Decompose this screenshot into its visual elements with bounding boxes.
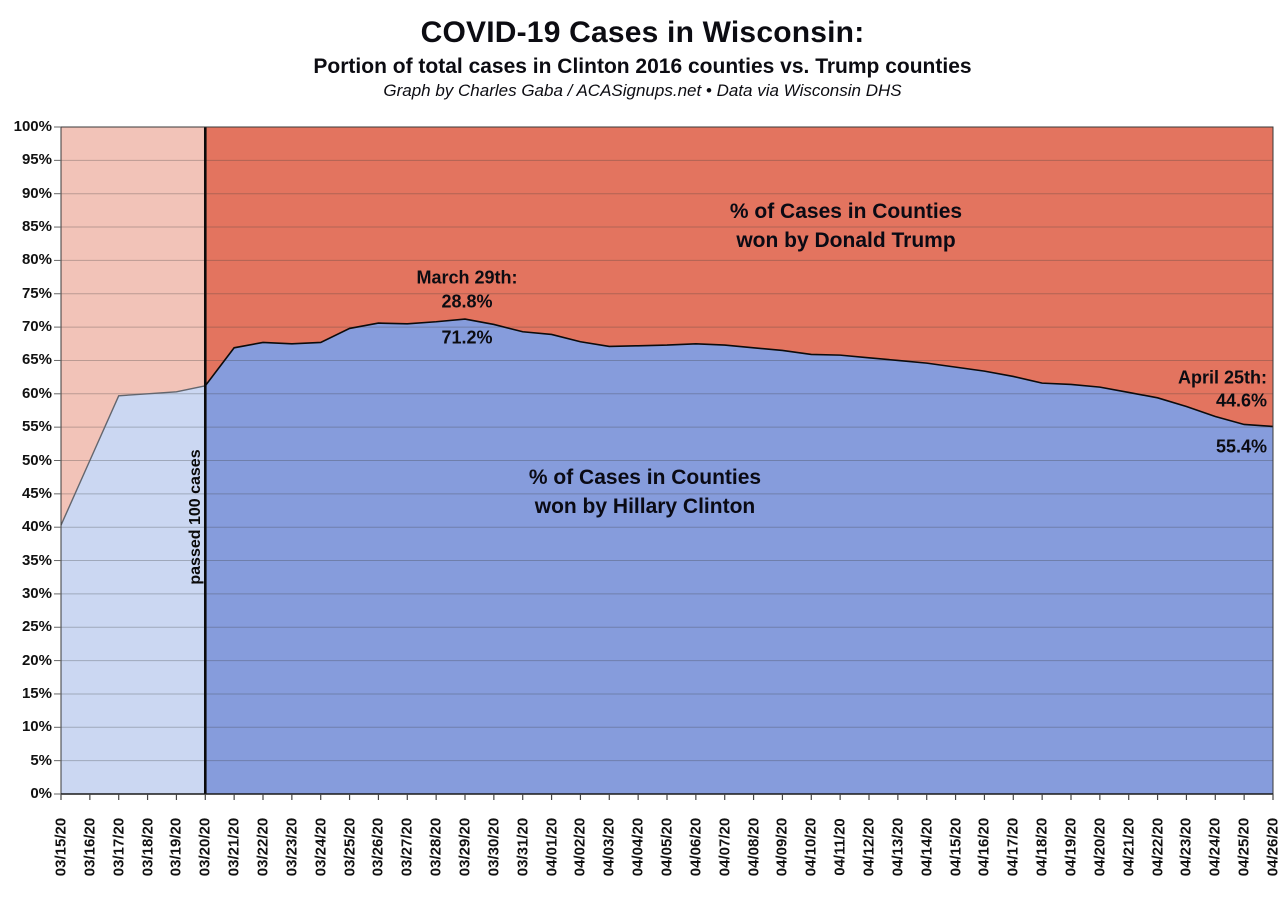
- x-tick-label: 04/02/20: [571, 817, 589, 877]
- x-tick-label: 04/25/20: [1235, 817, 1253, 877]
- trump-area-label: % of Cases in Counties won by Donald Tru…: [730, 197, 962, 255]
- x-tick-label: 03/17/20: [110, 817, 128, 877]
- x-tick-label: 03/25/20: [341, 817, 359, 877]
- y-tick-label: 80%: [21, 251, 52, 269]
- x-tick-label: 04/03/20: [600, 817, 618, 877]
- clinton-area-faded: [61, 385, 206, 794]
- x-tick-label: 03/26/20: [369, 817, 387, 877]
- x-tick-label: 04/14/20: [918, 817, 936, 877]
- x-tick-label: 04/13/20: [889, 817, 907, 877]
- y-tick-label: 0%: [30, 785, 52, 802]
- y-tick-label: 30%: [21, 584, 52, 602]
- x-tick-label: 04/01/20: [543, 817, 561, 877]
- y-tick-label: 75%: [21, 284, 52, 302]
- x-tick-label: 04/26/20: [1264, 817, 1282, 877]
- x-tick-label: 03/18/20: [139, 817, 157, 877]
- x-tick-label: 04/16/20: [975, 817, 993, 877]
- x-tick-label: 04/06/20: [687, 817, 705, 877]
- y-tick-label: 90%: [21, 184, 52, 202]
- y-tick-label: 35%: [21, 551, 52, 569]
- y-tick-label: 20%: [21, 651, 52, 669]
- x-tick-label: 04/21/20: [1120, 817, 1138, 877]
- x-tick-label: 04/05/20: [658, 817, 676, 877]
- y-tick-label: 50%: [21, 451, 52, 469]
- x-tick-label: 04/19/20: [1062, 817, 1080, 877]
- x-tick-label: 03/24/20: [312, 817, 330, 877]
- x-tick-label: 03/28/20: [427, 817, 445, 877]
- annotation-march29-clinton-value: 71.2%: [441, 327, 493, 348]
- y-tick-label: 100%: [13, 118, 52, 135]
- clinton-area-label-line2: won by Hillary Clinton: [534, 495, 756, 518]
- x-tick-label: 03/16/20: [81, 817, 99, 877]
- annotation-april25-trump-value: 44.6%: [1215, 390, 1267, 411]
- x-tick-label: 04/15/20: [947, 817, 965, 877]
- threshold-label: passed 100 cases: [187, 449, 204, 585]
- x-tick-label: 03/22/20: [254, 817, 272, 877]
- page-subtitle: Portion of total cases in Clinton 2016 c…: [313, 55, 972, 78]
- x-tick-label: 03/20/20: [196, 817, 214, 877]
- x-tick-label: 03/23/20: [283, 817, 301, 877]
- x-tick-label: 03/19/20: [167, 817, 185, 877]
- trump-area-label-line1: % of Cases in Counties: [729, 200, 963, 223]
- y-tick-label: 45%: [21, 484, 52, 502]
- x-tick-label: 04/04/20: [629, 817, 647, 877]
- x-tick-label: 03/27/20: [398, 817, 416, 877]
- y-tick-label: 95%: [21, 151, 52, 169]
- y-tick-label: 10%: [21, 718, 52, 736]
- y-tick-label: 55%: [21, 418, 52, 436]
- clinton-area: [205, 319, 1273, 794]
- y-tick-label: 65%: [21, 351, 52, 369]
- y-tick-label: 60%: [21, 384, 52, 402]
- x-tick-label: 04/08/20: [745, 817, 763, 877]
- y-tick-label: 85%: [21, 218, 52, 236]
- x-tick-label: 03/30/20: [485, 817, 503, 877]
- credit-line: Graph by Charles Gaba / ACASignups.net •…: [383, 81, 902, 100]
- trump-area: [205, 127, 1273, 427]
- x-tick-label: 04/18/20: [1033, 817, 1051, 877]
- y-tick-label: 15%: [21, 684, 52, 702]
- x-tick-label: 04/24/20: [1206, 817, 1224, 877]
- series-line: [204, 318, 1274, 428]
- x-tick-label: 03/29/20: [456, 817, 474, 877]
- y-tick-label: 5%: [30, 751, 52, 769]
- x-tick-label: 04/22/20: [1149, 817, 1167, 877]
- x-tick-label: 04/12/20: [860, 817, 878, 877]
- y-tick-label: 40%: [21, 518, 52, 536]
- annotation-march29-trump-value: 28.8%: [441, 291, 493, 312]
- clinton-area-label: % of Cases in Counties won by Hillary Cl…: [529, 463, 761, 521]
- x-tick-label: 04/11/20: [831, 818, 849, 876]
- x-tick-label: 03/31/20: [514, 817, 532, 877]
- y-tick-label: 70%: [21, 318, 52, 336]
- trump-area-faded: [61, 127, 206, 526]
- x-tick-label: 04/20/20: [1091, 817, 1109, 877]
- annotation-april25-clinton-value: 55.4%: [1215, 436, 1267, 457]
- x-tick-label: 04/07/20: [716, 817, 734, 877]
- page-title: COVID-19 Cases in Wisconsin:: [420, 16, 865, 49]
- series-line-faded: [60, 385, 206, 526]
- y-tick-label: 25%: [21, 618, 52, 636]
- clinton-area-label-line1: % of Cases in Counties: [528, 466, 762, 489]
- annotation-march29-title: March 29th:: [416, 267, 518, 288]
- x-tick-label: 04/09/20: [773, 817, 791, 877]
- x-tick-label: 04/10/20: [802, 817, 820, 877]
- annotation-april25-title: April 25th:: [1177, 367, 1267, 388]
- x-tick-label: 03/15/20: [52, 817, 70, 877]
- trump-area-label-line2: won by Donald Trump: [736, 229, 956, 252]
- x-tick-label: 04/23/20: [1177, 817, 1195, 877]
- x-tick-label: 04/17/20: [1004, 817, 1022, 877]
- x-tick-label: 03/21/20: [225, 817, 243, 877]
